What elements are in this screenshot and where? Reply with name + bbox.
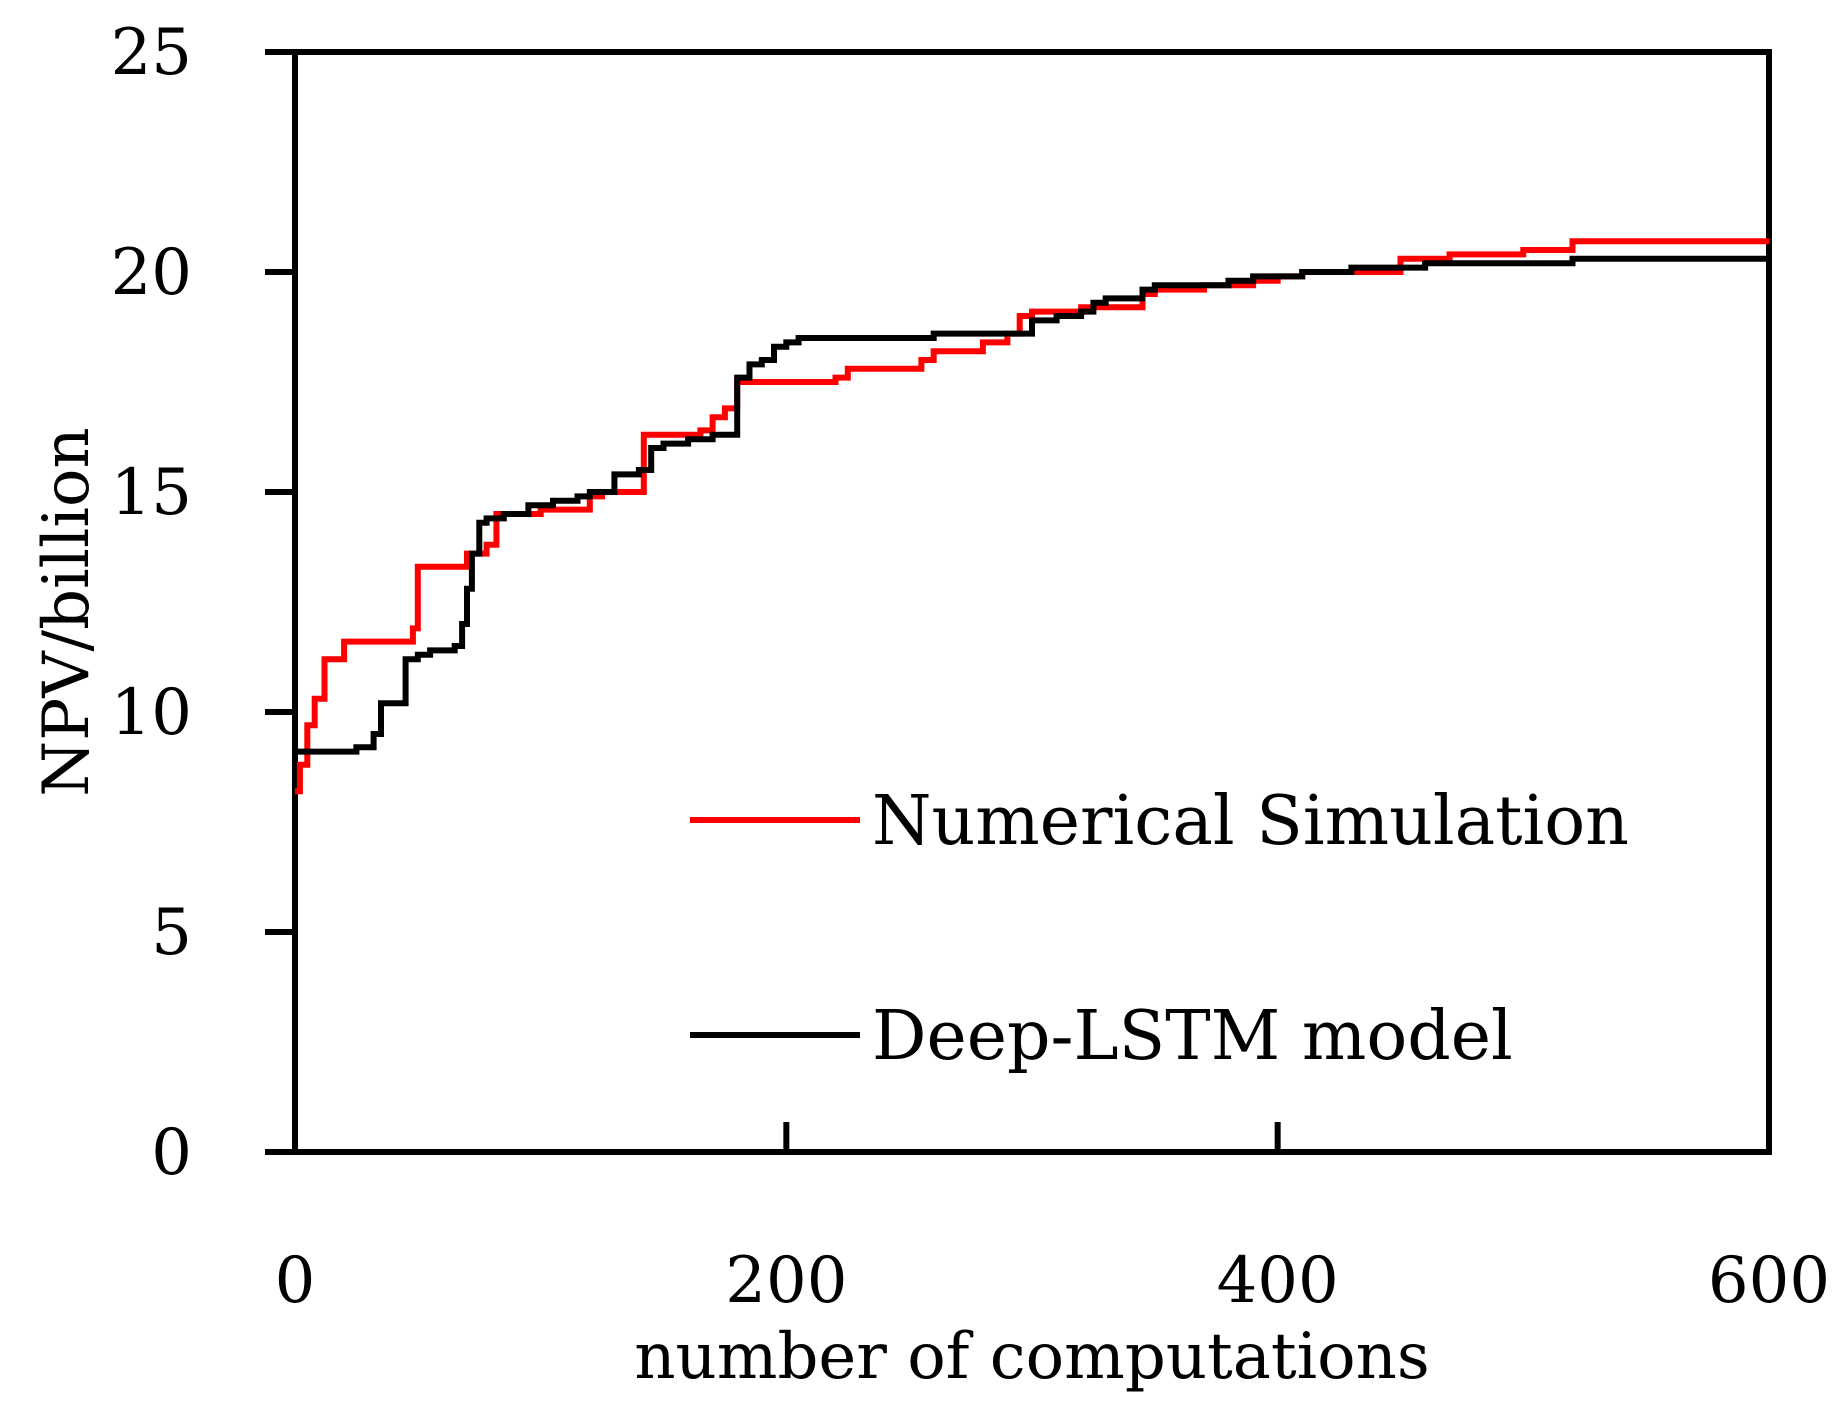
y-tick-label-25: 25 [111,16,192,90]
y-tick-label-20: 20 [111,236,192,310]
series-line-deep-lstm-model [295,255,1769,755]
y-axis-title: NPV/billion [30,427,104,796]
axes-layer: 0 5 10 15 20 25 0 200 400 600 number of computatio… [30,16,1830,1394]
x-tick-label-600: 600 [1708,1244,1830,1318]
y-tick-label-5: 5 [151,896,192,970]
y-tick-label-10: 10 [111,676,192,750]
x-axis-title: number of computations [634,1320,1429,1394]
y-tick-label-0: 0 [151,1116,192,1190]
y-tick-label-15: 15 [111,456,192,530]
x-tick-label-400: 400 [1217,1244,1339,1318]
legend: Numerical Simulation Deep-LSTM model [690,782,1629,1076]
legend-label-deep-lstm-model: Deep-LSTM model [872,997,1513,1076]
series-layer [295,238,1769,795]
legend-label-numerical-simulation: Numerical Simulation [872,782,1629,861]
plot-frame [292,49,1772,1155]
x-tick-label-200: 200 [725,1244,847,1318]
x-tick-label-0: 0 [275,1244,316,1318]
